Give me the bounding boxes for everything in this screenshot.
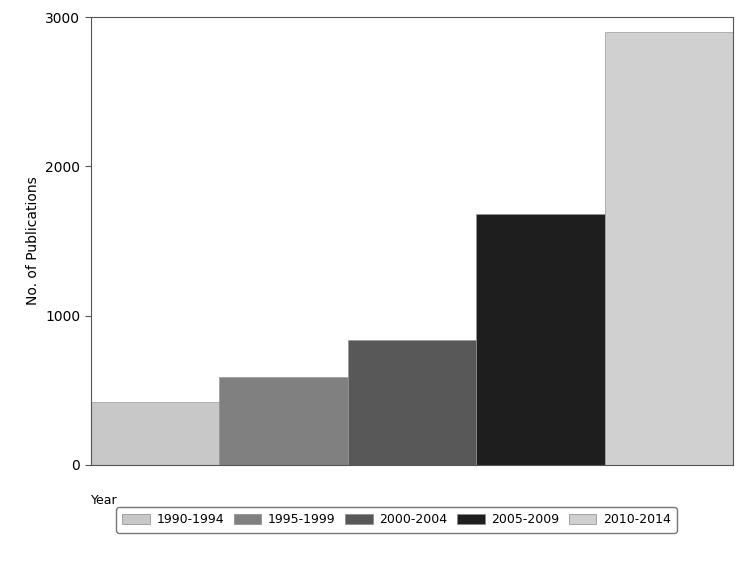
Y-axis label: No. of Publications: No. of Publications [26,176,39,306]
Bar [348,340,476,465]
Legend: 1990-1994, 1995-1999, 2000-2004, 2005-2009, 2010-2014: 1990-1994, 1995-1999, 2000-2004, 2005-20… [116,507,677,532]
Bar [219,377,348,465]
Bar [476,214,605,465]
Bar [605,32,733,465]
Text: Year: Year [91,494,117,507]
Bar [91,402,219,465]
